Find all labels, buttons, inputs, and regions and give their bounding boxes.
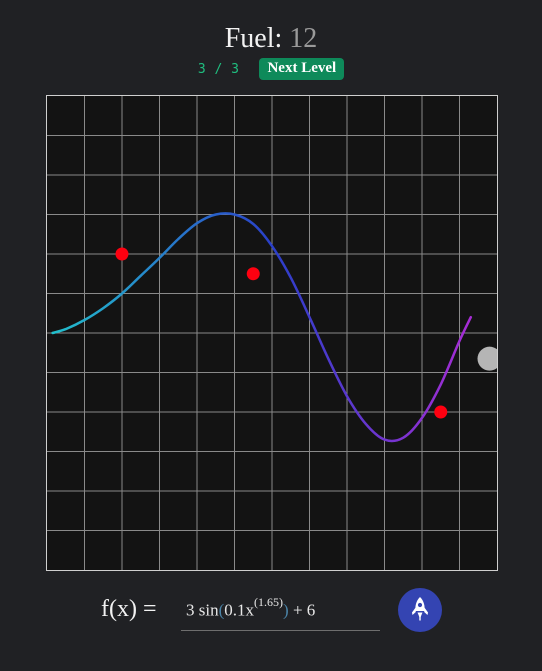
game-plot[interactable] <box>46 95 498 571</box>
fuel-label: Fuel: <box>224 23 283 54</box>
status-row: 3 / 3 Next Level <box>0 58 542 80</box>
formula-function-name: sin <box>198 600 219 620</box>
formula-coefficient: 3 <box>186 600 195 620</box>
rocket-icon <box>408 596 432 625</box>
next-level-button[interactable]: Next Level <box>259 58 345 80</box>
formula-open-paren: ( <box>218 600 225 620</box>
level-progress: 3 / 3 <box>197 61 240 77</box>
fuel-value: 12 <box>289 23 318 54</box>
formula-inner-base: 0.1x <box>224 600 255 620</box>
launch-button[interactable] <box>398 588 442 632</box>
function-curve <box>51 212 473 443</box>
targets <box>115 247 448 419</box>
formula-label: f(x) = <box>101 596 157 622</box>
formula-exponent: (1.65) <box>254 595 284 609</box>
formula-expression: 3 sin(0.1x(1.65)) + 6 <box>186 595 316 621</box>
formula-row: f(x) = 3 sin(0.1x(1.65)) + 6 <box>0 588 542 638</box>
plot-canvas[interactable] <box>47 96 497 570</box>
formula-constant: + 6 <box>292 600 316 620</box>
formula-input[interactable]: 3 sin(0.1x(1.65)) + 6 <box>181 588 380 631</box>
rocket-marker <box>477 346 497 371</box>
target-dot <box>115 247 129 261</box>
fuel-readout: Fuel: 12 <box>0 22 542 56</box>
plot-grid <box>47 96 497 570</box>
formula-close-paren: ) <box>283 600 289 620</box>
target-dot <box>434 405 448 419</box>
target-dot <box>246 267 260 281</box>
